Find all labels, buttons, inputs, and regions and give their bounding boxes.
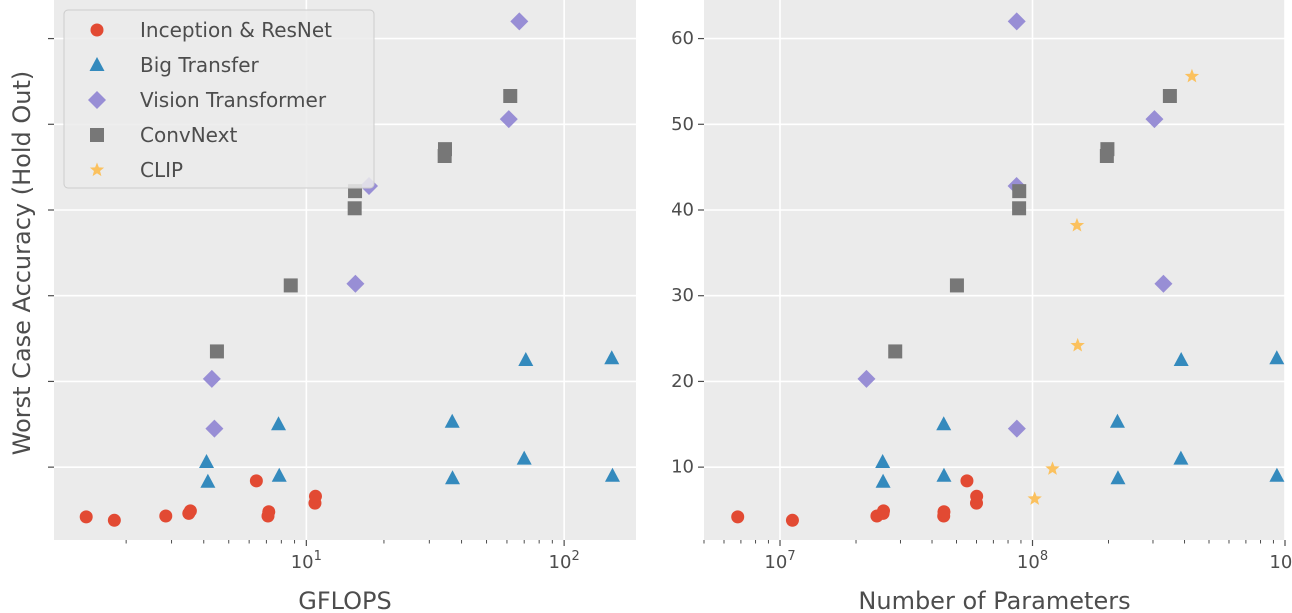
data-point xyxy=(209,344,224,359)
legend-label: Inception & ResNet xyxy=(140,18,332,42)
data-point xyxy=(199,454,215,468)
data-point xyxy=(499,110,518,129)
legend-marker xyxy=(90,128,104,142)
data-point xyxy=(857,369,876,388)
data-point xyxy=(1100,142,1115,157)
data-point xyxy=(107,513,121,527)
data-point xyxy=(183,504,197,518)
data-point xyxy=(437,142,452,157)
data-point xyxy=(205,419,224,438)
data-point xyxy=(1154,274,1173,293)
y-tick-label: 60 xyxy=(671,28,694,49)
data-point xyxy=(936,467,952,482)
data-point xyxy=(271,467,287,482)
data-point xyxy=(937,505,951,519)
data-point xyxy=(1012,201,1027,216)
data-point xyxy=(731,510,745,524)
data-point xyxy=(1173,450,1189,465)
legend-marker xyxy=(88,91,106,109)
data-point xyxy=(510,12,529,31)
data-point xyxy=(1045,461,1060,475)
data-point xyxy=(445,470,461,485)
data-point xyxy=(249,474,263,488)
legend-marker xyxy=(89,162,105,177)
y-tick-label: 10 xyxy=(671,457,694,478)
y-tick-label: 50 xyxy=(671,114,694,135)
legend-marker xyxy=(90,23,104,37)
x-tick-label: 102 xyxy=(549,549,580,573)
data-point xyxy=(1269,467,1285,482)
data-point xyxy=(1070,337,1085,352)
legend-marker xyxy=(89,57,105,71)
data-point xyxy=(970,489,984,503)
data-point xyxy=(346,274,365,293)
data-point xyxy=(1162,89,1177,103)
data-point xyxy=(1110,470,1126,485)
data-point xyxy=(262,505,276,519)
legend: Inception & ResNet Big Transfer Vision Tra… xyxy=(63,9,375,189)
data-point xyxy=(875,454,891,468)
data-point xyxy=(949,278,964,293)
data-point xyxy=(283,278,298,293)
y-tick-label: 20 xyxy=(671,371,694,392)
data-point xyxy=(79,510,93,524)
data-point xyxy=(347,201,362,216)
data-point xyxy=(202,369,221,388)
data-point xyxy=(888,344,903,359)
data-point xyxy=(159,509,173,523)
x-tick-label: 108 xyxy=(1017,549,1048,573)
data-point xyxy=(1027,491,1042,505)
data-point xyxy=(271,416,287,431)
x-tick-label: 107 xyxy=(764,549,795,573)
data-point xyxy=(444,413,460,428)
legend-label: Big Transfer xyxy=(140,53,260,77)
data-point xyxy=(875,473,891,488)
x-axis-label: GFLOPS xyxy=(298,587,392,613)
panel-parameters: 10 20 30 40 50 60 107 108 109 Number of Parameter… xyxy=(671,0,1292,613)
data-point xyxy=(785,513,799,527)
data-point xyxy=(1007,419,1026,438)
legend-label: Vision Transformer xyxy=(140,88,327,112)
data-point xyxy=(1184,68,1200,83)
data-point xyxy=(503,89,518,103)
data-point xyxy=(1007,12,1026,31)
data-point xyxy=(516,450,532,465)
x-tick-label: 109 xyxy=(1269,549,1292,573)
y-tick-label: 30 xyxy=(671,285,694,306)
data-point xyxy=(200,473,216,488)
legend-frame xyxy=(63,9,375,189)
data-point xyxy=(518,352,534,366)
data-point xyxy=(877,504,891,518)
data-point xyxy=(308,489,322,503)
plot-area xyxy=(704,0,1285,540)
data-point xyxy=(1145,110,1164,129)
legend-label: CLIP xyxy=(140,158,183,182)
data-point xyxy=(1012,184,1027,199)
legend-label: ConvNext xyxy=(140,123,237,147)
data-point xyxy=(1069,217,1085,232)
data-point xyxy=(1269,350,1285,365)
data-point xyxy=(1173,352,1189,366)
y-tick-label: 40 xyxy=(671,200,694,221)
data-point xyxy=(604,350,620,365)
data-point xyxy=(1109,413,1125,428)
x-axis-label: Number of Parameters xyxy=(858,587,1130,613)
y-axis-label: Worst Case Accuracy (Hold Out) xyxy=(8,71,36,455)
data-point xyxy=(960,474,974,488)
data-point xyxy=(936,416,952,431)
data-point xyxy=(604,467,620,482)
x-tick-label: 101 xyxy=(291,549,322,573)
